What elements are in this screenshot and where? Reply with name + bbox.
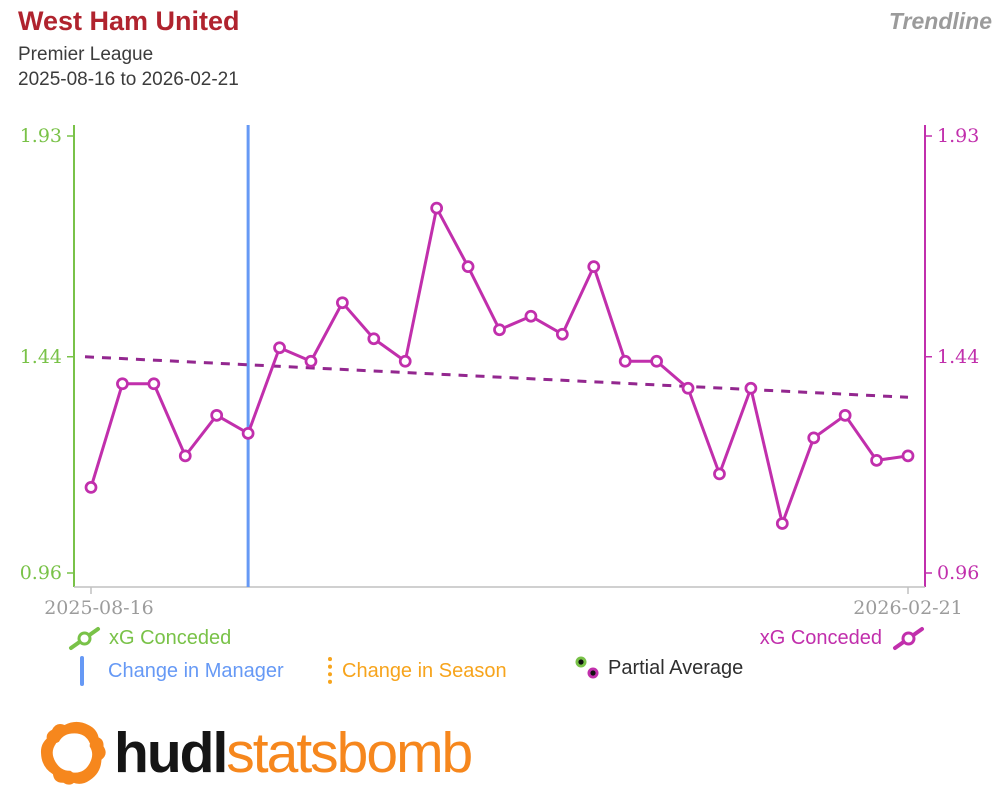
y-tick-label-right: 1.44 bbox=[937, 346, 979, 368]
vertical-line-icon bbox=[80, 656, 84, 686]
x-tick-label: 2025-08-16 bbox=[44, 597, 154, 619]
data-point-7[interactable] bbox=[273, 341, 286, 355]
data-point-17[interactable] bbox=[587, 260, 601, 274]
y-tick-label-right: 1.93 bbox=[937, 125, 979, 147]
statsbomb-wordmark: statsbomb bbox=[226, 721, 473, 785]
data-point-16[interactable] bbox=[555, 327, 569, 341]
data-point-22[interactable] bbox=[744, 381, 758, 395]
statsbomb-ball-icon bbox=[38, 721, 108, 788]
data-point-3[interactable] bbox=[147, 377, 161, 391]
dotted-line-icon bbox=[328, 657, 332, 686]
data-point-20[interactable] bbox=[681, 381, 695, 395]
y-tick-label-left: 0.96 bbox=[20, 562, 62, 584]
legend-label: xG Conceded bbox=[109, 626, 232, 649]
data-point-2[interactable] bbox=[116, 377, 129, 391]
xg-conceded-line bbox=[89, 206, 910, 525]
legend-label: Partial Average bbox=[608, 656, 744, 679]
data-point-26[interactable] bbox=[870, 453, 883, 467]
data-point-9[interactable] bbox=[336, 296, 349, 310]
competition-label: Premier League bbox=[18, 44, 154, 65]
data-point-23[interactable] bbox=[775, 517, 789, 530]
view-type-label: Trendline bbox=[888, 8, 992, 34]
data-point-13[interactable] bbox=[461, 260, 475, 274]
data-point-1[interactable] bbox=[84, 481, 98, 494]
data-point-24[interactable] bbox=[807, 431, 821, 445]
legend-xg-conceded-left: xG Conceded bbox=[66, 622, 231, 654]
line-marker-icon bbox=[69, 627, 100, 650]
data-point-25[interactable] bbox=[838, 408, 852, 422]
legend-partial-average: Partial Average bbox=[572, 653, 743, 683]
subtitle-block: Premier League 2025-08-16 to 2026-02-21 bbox=[18, 42, 239, 92]
x-tick-label: 2026-02-21 bbox=[853, 597, 963, 619]
data-point-6[interactable] bbox=[241, 426, 255, 440]
data-point-18[interactable] bbox=[618, 354, 632, 368]
legend-change-in-season: Change in Season bbox=[326, 656, 507, 686]
trend-dashed-line bbox=[84, 355, 909, 399]
trendline-chart: 1.93 1.93 1.44 1.44 0.96 0.96 2025-08-16 2026-0… bbox=[20, 125, 979, 619]
legend-label: Change in Season bbox=[342, 659, 507, 682]
data-point-5[interactable] bbox=[210, 408, 224, 422]
data-point-11[interactable] bbox=[398, 354, 412, 368]
data-point-4[interactable] bbox=[178, 449, 192, 463]
y-tick-label-right: 0.96 bbox=[937, 562, 979, 584]
data-point-14[interactable] bbox=[493, 323, 506, 337]
legend-xg-conceded-right: xG Conceded bbox=[760, 622, 928, 654]
y-tick-label-left: 1.44 bbox=[20, 346, 62, 368]
data-point-15[interactable] bbox=[524, 309, 538, 323]
legend-label: Change in Manager bbox=[108, 659, 284, 682]
hudl-statsbomb-logo: hudl statsbomb bbox=[38, 716, 473, 790]
legend-label: xG Conceded bbox=[759, 626, 882, 649]
data-point-19[interactable] bbox=[650, 354, 663, 368]
data-point-8[interactable] bbox=[304, 354, 318, 368]
data-point-21[interactable] bbox=[713, 467, 726, 481]
legend-change-in-manager: Change in Manager bbox=[78, 656, 284, 686]
date-range-label: 2025-08-16 to 2026-02-21 bbox=[18, 69, 239, 90]
partial-average-dots-icon bbox=[575, 656, 599, 679]
hudl-wordmark: hudl bbox=[114, 721, 228, 785]
data-point-10[interactable] bbox=[367, 332, 381, 346]
data-point-27[interactable] bbox=[901, 449, 915, 463]
data-point-12[interactable] bbox=[430, 201, 444, 215]
page-title: West Ham United bbox=[18, 6, 240, 36]
y-tick-label-left: 1.93 bbox=[20, 125, 62, 147]
line-marker-icon bbox=[893, 627, 924, 650]
